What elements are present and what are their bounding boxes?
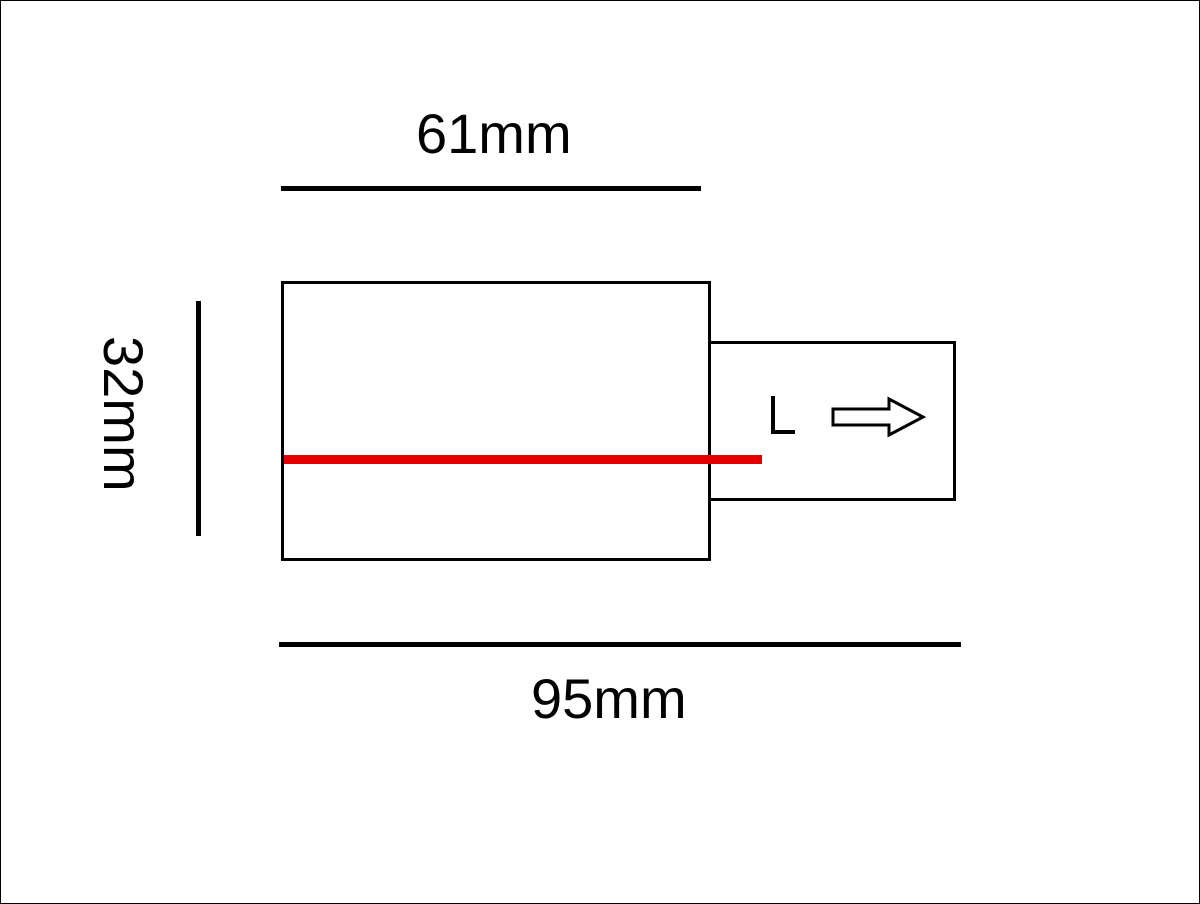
dim-top-label: 61mm	[416, 101, 572, 166]
dim-left-line	[196, 301, 201, 536]
dim-bottom-label: 95mm	[531, 666, 687, 731]
main-body	[281, 281, 711, 561]
l-marker-icon	[769, 394, 799, 436]
dim-left-label: 32mm	[91, 336, 156, 492]
indicator-line	[284, 455, 762, 464]
dim-bottom-line	[279, 642, 961, 647]
arrow-right-icon	[831, 396, 926, 438]
dim-top-line	[281, 186, 701, 191]
diagram-canvas: 61mm 32mm 95mm	[0, 0, 1200, 904]
